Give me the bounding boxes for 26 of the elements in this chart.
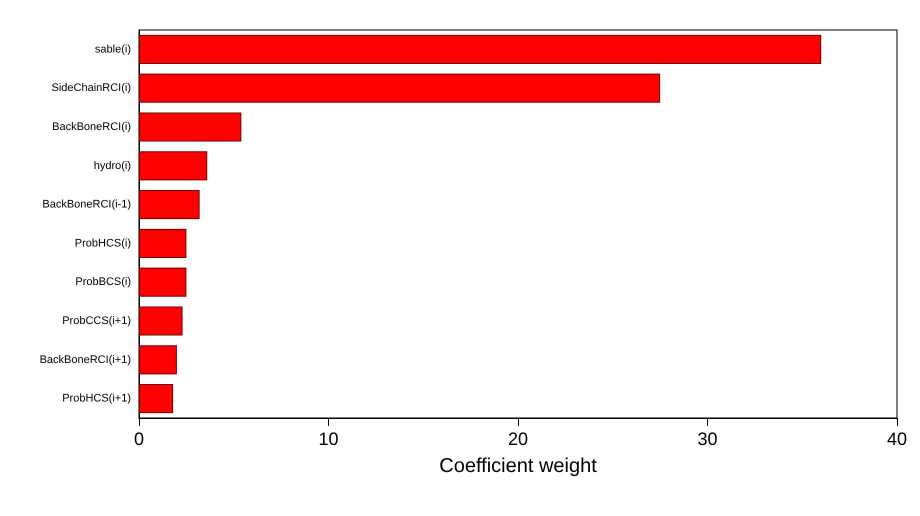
y-tick-label: ProbHCS(i+1) <box>62 392 131 405</box>
bar <box>139 228 186 258</box>
bar <box>139 74 660 103</box>
y-tick-label: ProbHCS(i) <box>74 237 131 250</box>
y-tick-label: SideChainRCI(i) <box>52 82 131 94</box>
bar <box>139 345 177 374</box>
y-tick-label: BackBoneRCI(i+1) <box>40 354 131 366</box>
x-tick-label: 40 <box>886 429 908 449</box>
bar <box>139 384 174 414</box>
x-tick-label: 20 <box>508 429 528 449</box>
y-tick-label: sable(i) <box>94 43 131 56</box>
x-axis-title: Coefficient weight <box>439 455 598 477</box>
bar <box>139 306 183 336</box>
y-tick-label: ProbCCS(i+1) <box>62 315 131 327</box>
bar <box>139 268 186 297</box>
x-tick-label: 0 <box>134 429 144 449</box>
y-tick-label: hydro(i) <box>94 160 131 172</box>
x-tick-label: 10 <box>318 429 339 449</box>
x-tick-label: 30 <box>697 429 718 449</box>
y-tick-label: BackBoneRCI(i-1) <box>42 198 131 211</box>
y-tick-label: ProbBCS(i) <box>75 276 131 288</box>
bar <box>139 34 822 64</box>
bar <box>139 151 208 180</box>
bar <box>139 112 242 142</box>
bar <box>139 190 200 220</box>
y-tick-label: BackBoneRCI(i) <box>52 121 131 133</box>
